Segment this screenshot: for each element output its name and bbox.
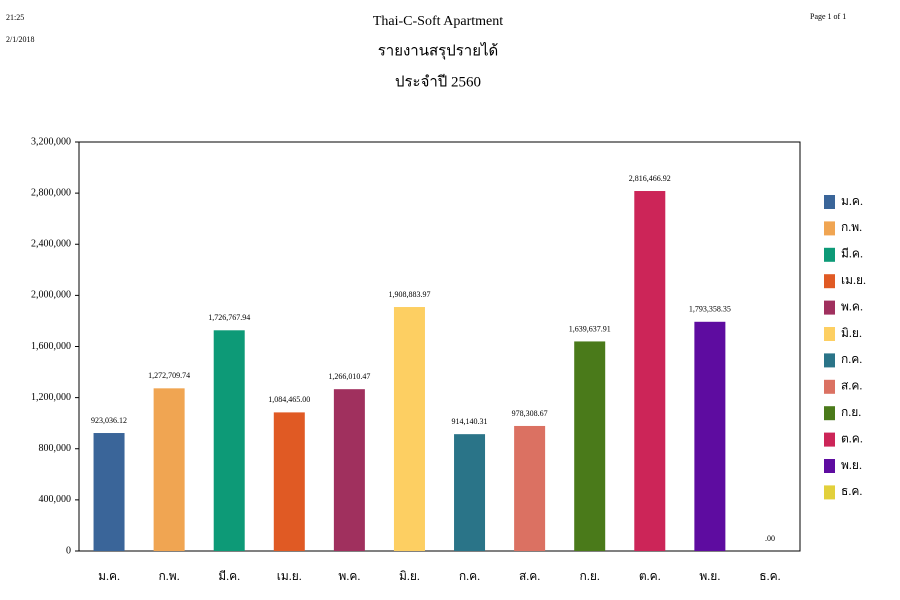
value-label: .00: [765, 534, 775, 543]
legend-label: ธ.ค.: [841, 484, 862, 498]
value-label: 1,793,358.35: [689, 305, 731, 314]
bar: [393, 307, 425, 551]
x-tick-label: มิ.ย.: [399, 569, 420, 583]
bar: [634, 191, 666, 551]
y-tick-label: 1,200,000: [31, 392, 71, 403]
legend-label: ก.พ.: [841, 220, 862, 234]
y-tick-label: 400,000: [39, 494, 72, 505]
x-tick-label: เม.ย.: [277, 569, 302, 583]
bar: [333, 389, 365, 551]
legend-label: ต.ค.: [841, 431, 863, 445]
bar: [153, 388, 185, 551]
legend-swatch: [824, 221, 835, 236]
y-tick-label: 2,000,000: [31, 290, 71, 301]
value-label: 1,272,709.74: [148, 371, 190, 380]
value-label: 1,726,767.94: [208, 313, 250, 322]
value-label: 914,140.31: [452, 417, 488, 426]
bar: [514, 425, 546, 551]
bar: [574, 341, 606, 551]
x-tick-label: ม.ค.: [98, 569, 120, 583]
print-date: 2/1/2018: [6, 35, 34, 44]
legend-swatch: [824, 379, 835, 394]
report-period: ประจำปี 2560: [395, 73, 481, 90]
legend-swatch: [824, 459, 835, 473]
y-tick-label: 1,600,000: [31, 341, 71, 352]
value-label: 2,816,466.92: [629, 174, 671, 183]
x-tick-label: พ.ค.: [338, 569, 360, 583]
x-tick-label: ก.พ.: [159, 569, 180, 583]
legend-label: ก.ค.: [841, 352, 862, 366]
x-tick-label: ก.ค.: [459, 569, 480, 583]
value-label: 1,084,465.00: [268, 395, 310, 404]
legend-label: พ.ย.: [841, 458, 862, 472]
legend-swatch: [824, 353, 835, 368]
value-label: 1,266,010.47: [328, 372, 370, 381]
legend-label: ส.ค.: [841, 379, 862, 393]
y-tick-label: 0: [66, 545, 71, 556]
y-tick-label: 2,400,000: [31, 239, 71, 250]
legend-label: มิ.ย.: [841, 326, 862, 340]
legend-label: มี.ค.: [841, 247, 863, 261]
y-tick-label: 2,800,000: [31, 187, 71, 198]
legend-swatch: [824, 300, 835, 315]
report-title: รายงานสรุปรายได้: [378, 41, 499, 60]
bar: [213, 330, 245, 551]
x-tick-label: มี.ค.: [218, 569, 240, 583]
page-number: Page 1 of 1: [810, 12, 846, 21]
bar: [694, 321, 726, 551]
bar: [273, 412, 305, 551]
y-tick-label: 3,200,000: [31, 136, 71, 147]
legend-swatch: [824, 432, 835, 447]
legend-label: พ.ค.: [841, 299, 863, 313]
legend-swatch: [824, 274, 835, 289]
value-label: 1,639,637.91: [569, 324, 611, 333]
bar: [454, 434, 486, 551]
x-tick-label: ต.ค.: [639, 569, 661, 583]
value-label: 923,036.12: [91, 416, 127, 425]
bar: [93, 433, 125, 551]
legend-label: ก.ย.: [841, 405, 861, 419]
x-tick-label: ก.ย.: [580, 569, 600, 583]
value-label: 1,908,883.97: [388, 290, 430, 299]
plot-frame: [78, 141, 801, 552]
legend-label: เม.ย.: [841, 273, 866, 287]
legend-swatch: [824, 406, 835, 421]
y-tick-label: 800,000: [39, 443, 72, 454]
legend-swatch: [824, 485, 835, 500]
legend-swatch: [824, 195, 835, 209]
legend-swatch: [824, 327, 835, 341]
legend-label: ม.ค.: [841, 194, 863, 208]
legend-swatch: [824, 247, 835, 262]
x-tick-label: ธ.ค.: [759, 569, 780, 583]
print-time: 21:25: [6, 13, 24, 22]
value-label: 978,308.67: [512, 409, 548, 418]
x-tick-label: พ.ย.: [699, 569, 720, 583]
x-tick-label: ส.ค.: [519, 569, 540, 583]
company-title: Thai-C-Soft Apartment: [373, 14, 503, 29]
